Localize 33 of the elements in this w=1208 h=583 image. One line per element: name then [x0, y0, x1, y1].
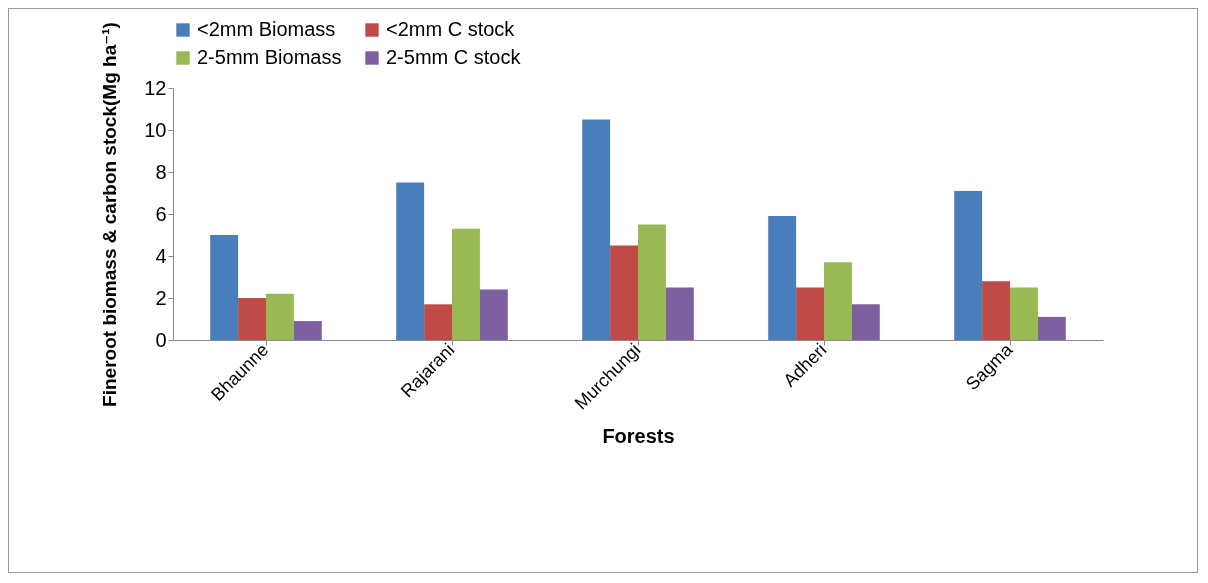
y-tick-label: 2 — [155, 286, 167, 309]
bar — [396, 182, 425, 340]
x-axis-title: Forests — [602, 425, 675, 448]
bar — [610, 245, 638, 340]
bar — [851, 304, 880, 340]
legend-label: <2mm C stock — [386, 18, 516, 40]
bar — [1037, 316, 1066, 340]
bar — [982, 281, 1010, 340]
bar — [210, 235, 239, 340]
bar — [479, 289, 508, 340]
y-tick-label: 4 — [155, 244, 167, 267]
bar — [638, 224, 666, 340]
bar — [954, 190, 983, 340]
bar — [424, 304, 452, 340]
bar — [768, 216, 797, 340]
bar — [824, 262, 852, 340]
legend-label: 2-5mm C stock — [386, 46, 522, 68]
bar — [293, 321, 322, 340]
bar — [266, 293, 294, 340]
y-tick-label: 8 — [155, 160, 167, 183]
y-tick-label: 0 — [155, 328, 167, 351]
bar — [1010, 287, 1038, 340]
bar — [582, 119, 611, 340]
bar — [452, 228, 480, 340]
bar — [796, 287, 824, 340]
y-tick-label: 6 — [155, 202, 167, 225]
y-tick-label: 12 — [144, 76, 167, 99]
bar — [238, 298, 266, 340]
legend-label: <2mm Biomass — [197, 18, 336, 40]
legend-label: 2-5mm Biomass — [197, 46, 342, 68]
bar — [665, 287, 694, 340]
y-tick-label: 10 — [144, 118, 167, 141]
y-axis-title: Fineroot biomass & carbon stock(Mg ha⁻¹) — [99, 22, 121, 407]
